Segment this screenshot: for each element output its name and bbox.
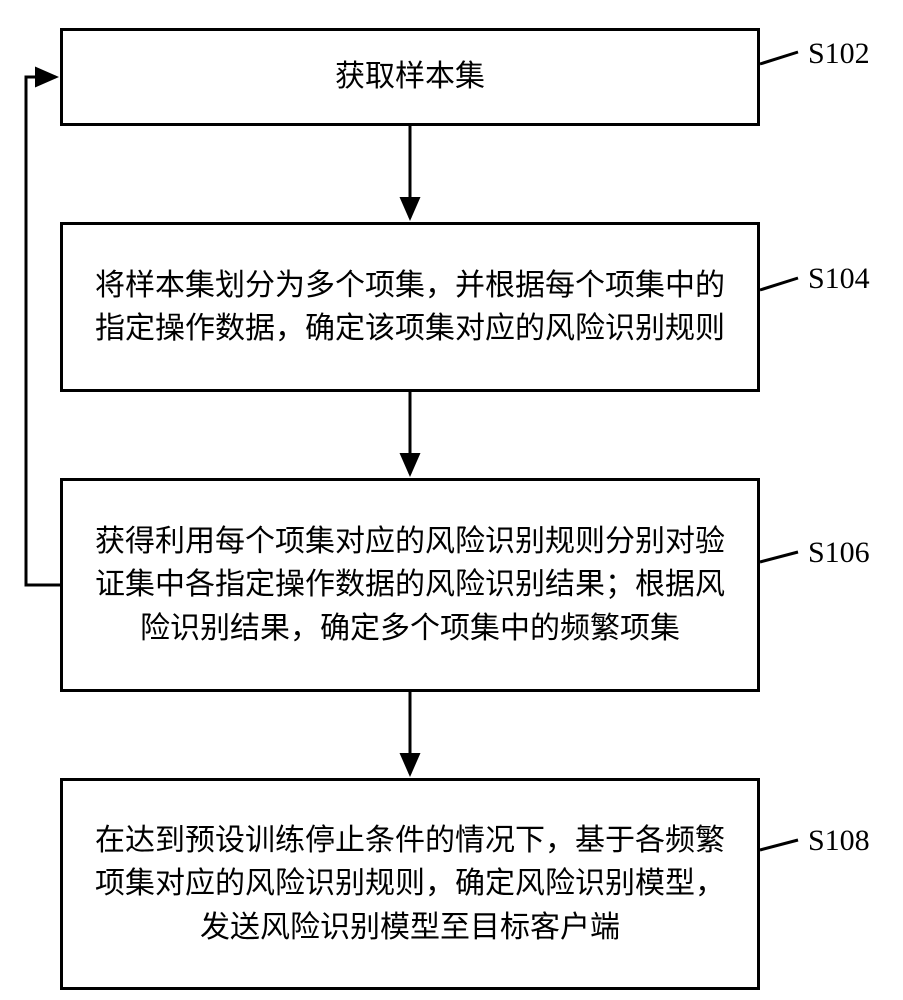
flow-node-s108: 在达到预设训练停止条件的情况下，基于各频繁项集对应的风险识别规则，确定风险识别模… <box>60 778 760 990</box>
step-label-s108: S108 <box>808 824 870 858</box>
flow-node-text: 获得利用每个项集对应的风险识别规则分别对验证集中各指定操作数据的风险识别结果；根… <box>85 520 735 651</box>
flow-node-s106: 获得利用每个项集对应的风险识别规则分别对验证集中各指定操作数据的风险识别结果；根… <box>60 478 760 692</box>
flow-node-text: 将样本集划分为多个项集，并根据每个项集中的指定操作数据，确定该项集对应的风险识别… <box>85 264 735 351</box>
label-leader-s102 <box>760 52 798 64</box>
label-leader-s104 <box>760 278 798 290</box>
flow-node-text: 获取样本集 <box>335 55 485 99</box>
flow-node-s104: 将样本集划分为多个项集，并根据每个项集中的指定操作数据，确定该项集对应的风险识别… <box>60 222 760 392</box>
label-leader-s108 <box>760 840 798 850</box>
flow-node-s102: 获取样本集 <box>60 28 760 126</box>
step-label-s102: S102 <box>808 37 870 71</box>
label-leader-s106 <box>760 552 798 562</box>
step-label-s104: S104 <box>808 262 870 296</box>
flowchart-canvas: 获取样本集 S102 将样本集划分为多个项集，并根据每个项集中的指定操作数据，确定该… <box>0 0 903 1000</box>
step-label-s106: S106 <box>808 536 870 570</box>
flow-node-text: 在达到预设训练停止条件的情况下，基于各频繁项集对应的风险识别规则，确定风险识别模… <box>85 819 735 950</box>
edge-loop-s106-s102 <box>26 77 60 585</box>
